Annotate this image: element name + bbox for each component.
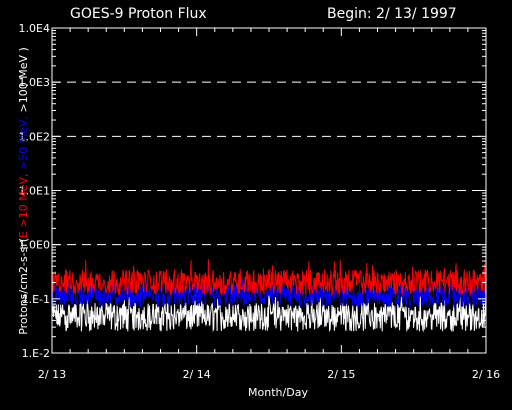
flux-series-line [51,259,487,297]
x-tick-label: 2/ 14 [183,368,211,381]
y-tick-label: 1.E-1 [22,293,50,306]
y-axis-label-part: >100 MeV ) [17,47,30,112]
y-axis-label-part: >50 MeV, [17,112,30,170]
x-tick-label: 2/ 13 [38,368,66,381]
x-axis-label: Month/Day [248,386,308,399]
grid-lines [52,81,486,246]
y-axis-label: Protons/cm2-s-sr(E >10 MeV, >50 MeV, >10… [17,47,30,335]
y-tick-label: 1.0E4 [19,22,50,35]
x-axis: 2/ 13 2/ 14 2/ 15 2/ 16 [38,28,500,381]
flux-series-line [51,293,487,333]
flux-series-line [51,277,487,308]
y-tick-label: 1.0E3 [19,76,50,89]
x-tick-label: 2/ 15 [327,368,355,381]
y-axis-label-part: E >10 MeV, [17,170,30,238]
y-axis-label-part: Protons/cm2-s-sr( [17,238,30,335]
y-tick-label: 1.0E1 [19,185,50,198]
y-tick-label: 1.0E2 [19,130,50,143]
y-axis: 1.E-2 1.E-1 1.0E0 1.0E1 1.0E2 1.0E3 1.0E4 [19,22,486,360]
chart-subtitle: Begin: 2/ 13/ 1997 [327,6,457,22]
y-tick-label: 1.0E0 [19,239,50,252]
y-tick-label: 1.E-2 [22,347,50,360]
x-tick-label: 2/ 16 [472,368,500,381]
chart-title: GOES-9 Proton Flux [70,6,207,22]
series-layer [51,259,487,333]
